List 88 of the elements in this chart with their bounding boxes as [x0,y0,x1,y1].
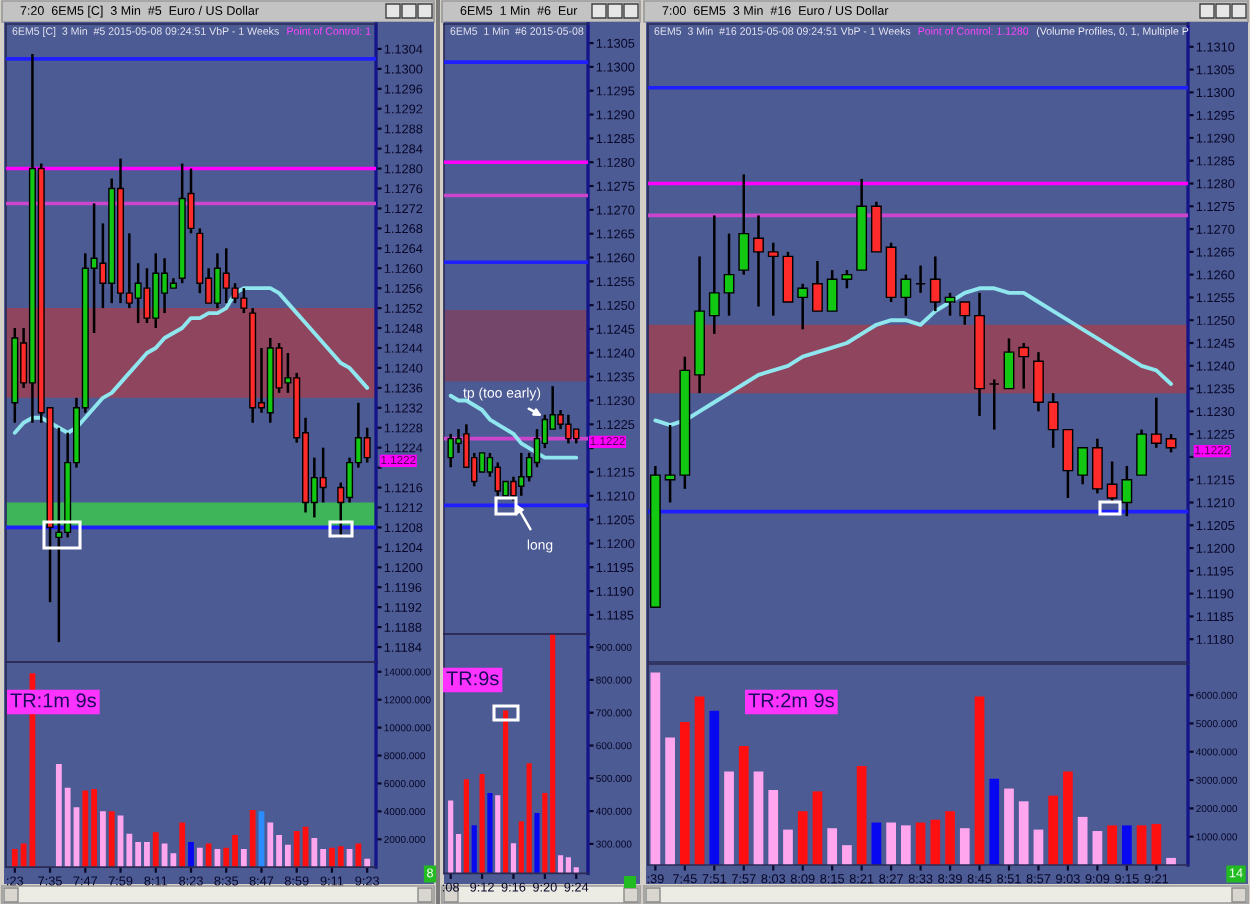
bar [768,789,779,865]
bar [900,825,911,865]
bar [108,811,115,868]
candlestick [1062,428,1074,500]
candlestick [782,250,794,304]
bar [930,819,941,865]
candlestick [494,461,501,498]
bar [1077,816,1088,865]
bar [1136,825,1147,865]
bar [856,765,867,865]
annotation: TR:9s [446,671,499,686]
bar [650,672,661,865]
candlestick [1077,446,1089,486]
bar [179,822,186,868]
bar [1107,825,1117,865]
candlestick [1033,350,1044,413]
bar [886,822,896,865]
bar [842,845,852,865]
candlestick [959,300,971,327]
bar [240,849,247,868]
bar [1004,788,1014,865]
bar [989,778,1000,865]
candlestick [812,259,823,313]
candlestick [988,378,1000,431]
bar [152,832,159,868]
bar [738,746,749,865]
bar [974,696,985,865]
candlestick [1091,437,1103,495]
candlestick [1003,337,1015,390]
candlestick [533,427,541,469]
bar [709,710,720,865]
candlestick [565,413,572,445]
bar [797,811,808,865]
bar [1048,795,1059,865]
candlestick [870,200,882,254]
candlestick [929,255,941,313]
candlestick [944,291,956,317]
bar [945,811,955,865]
bar [724,771,734,865]
candlestick [55,426,63,644]
candlestick [723,232,735,317]
bar [783,829,793,865]
candlestick [738,173,750,276]
candlestick [363,426,371,464]
bar [665,737,675,865]
bar [196,847,203,868]
bar [1151,823,1162,865]
bar [82,790,89,868]
candlestick [753,214,764,308]
bar [679,722,690,865]
bar [959,828,970,865]
candlestick [143,266,151,325]
candlestick [447,432,454,469]
bar [293,830,300,868]
bar [205,843,212,868]
candlestick [1136,428,1147,477]
candlestick [319,446,327,504]
line-series [653,286,1174,427]
candlestick [915,264,926,295]
bar [827,828,838,865]
bar [188,842,194,868]
line-series [12,286,370,435]
candlestick [134,262,142,325]
bar [753,771,764,865]
bar [1063,771,1073,865]
candlestick [1150,396,1162,450]
bar [812,791,823,865]
bar [1092,831,1103,865]
candlestick [240,286,248,315]
bar [355,843,362,868]
candlestick [1018,341,1030,390]
candlestick [518,451,525,498]
annotation: TR:1m 9s [10,693,96,708]
candlestick [708,214,720,336]
bar [1121,825,1132,865]
bar [311,837,318,868]
bar [249,809,256,868]
candlestick [1165,432,1177,454]
bar [1018,801,1029,865]
candlestick [767,241,779,317]
bar [337,846,344,868]
candlestick [797,282,809,331]
bar [267,822,274,868]
bar [694,696,705,865]
annotation: TR:2m 9s [748,693,834,708]
candlestick [231,281,239,305]
bar [100,811,106,868]
candlestick [1047,391,1059,450]
